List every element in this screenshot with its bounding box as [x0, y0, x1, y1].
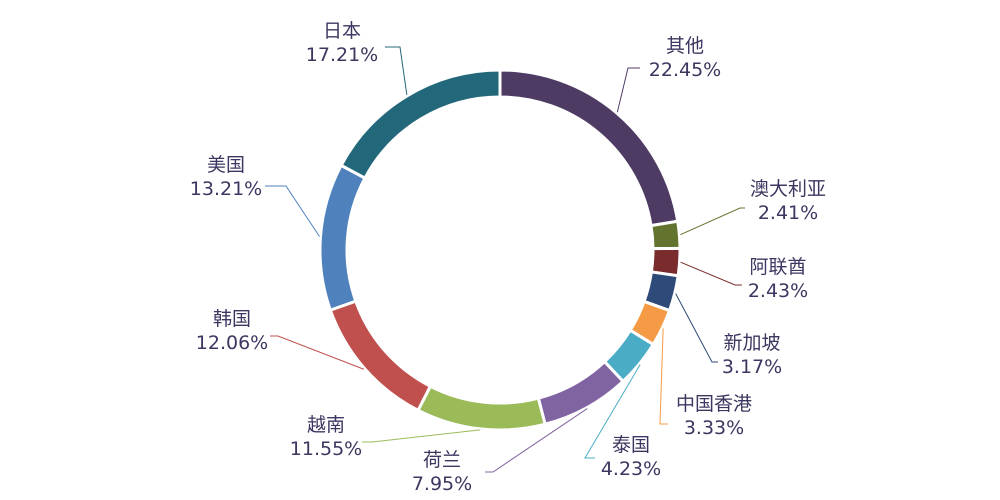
slice-percent-label: 22.45%: [649, 59, 721, 81]
slice-percent-label: 7.95%: [412, 473, 472, 495]
slice-1: [649, 219, 682, 251]
slice-name-label: 泰国: [612, 434, 650, 456]
leader-line-6: [485, 408, 588, 473]
leader-line-2: [680, 261, 742, 286]
slice-percent-label: 12.06%: [196, 332, 268, 354]
donut-slices: [318, 68, 682, 432]
slice-percent-label: 2.41%: [758, 202, 818, 224]
leader-line-7: [362, 429, 481, 443]
slice-percent-label: 4.23%: [601, 458, 661, 480]
slice-percent-label: 17.21%: [306, 44, 378, 66]
slice-9: [318, 163, 367, 313]
leader-line-8: [270, 335, 365, 370]
slice-name-label: 越南: [307, 414, 345, 436]
slice-name-label: 新加坡: [723, 332, 780, 354]
leader-line-3: [675, 293, 718, 363]
slice-name-label: 荷兰: [423, 449, 461, 471]
slice-8: [328, 299, 433, 413]
leader-line-10: [385, 46, 408, 95]
slice-percent-label: 3.33%: [684, 417, 744, 439]
slice-0: [498, 68, 680, 228]
slice-7: [416, 384, 547, 432]
slice-name-label: 美国: [207, 154, 245, 176]
slice-percent-label: 13.21%: [190, 178, 262, 200]
slice-name-label: 韩国: [213, 308, 251, 330]
slice-name-label: 其他: [666, 35, 704, 57]
slice-name-label: 日本: [323, 20, 361, 42]
leader-line-0: [616, 67, 640, 113]
leader-line-9: [265, 185, 320, 237]
slice-percent-label: 3.17%: [722, 356, 782, 378]
slice-10: [339, 68, 502, 181]
slice-name-label: 澳大利亚: [750, 178, 826, 200]
leader-line-5: [584, 364, 641, 459]
slice-name-label: 中国香港: [676, 393, 752, 415]
leader-line-1: [680, 207, 745, 236]
leader-lines: [265, 46, 745, 473]
leader-line-4: [659, 328, 668, 425]
slice-name-label: 阿联酋: [749, 256, 806, 278]
slice-percent-label: 2.43%: [748, 280, 808, 302]
slice-percent-label: 11.55%: [290, 438, 362, 460]
